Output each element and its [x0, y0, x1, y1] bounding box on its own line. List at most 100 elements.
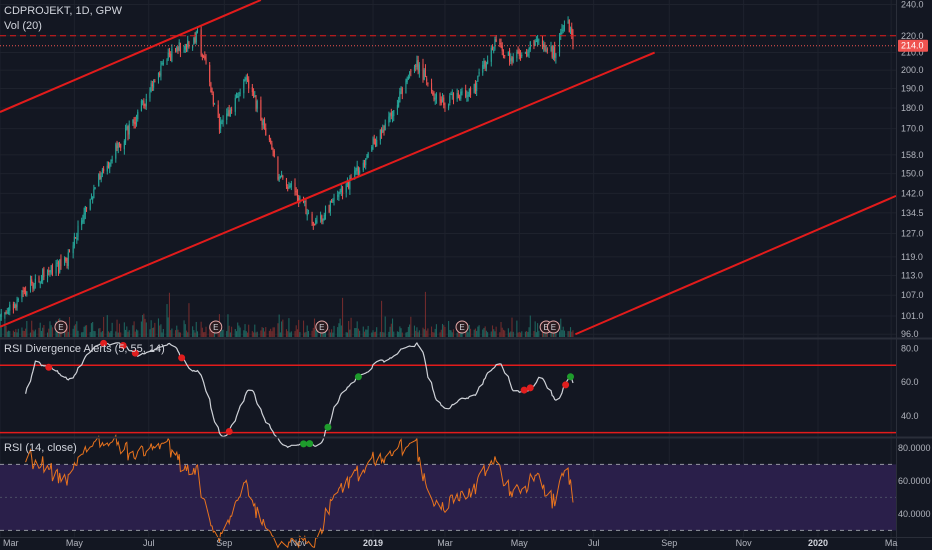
- volume-bar: [381, 300, 383, 337]
- candle: [400, 86, 402, 91]
- candle: [572, 34, 574, 46]
- volume-bar: [168, 292, 170, 337]
- volume-bar: [572, 330, 574, 337]
- volume-bar: [315, 329, 317, 337]
- candle: [516, 52, 518, 59]
- volume-bar: [110, 330, 112, 337]
- volume-bar: [500, 321, 502, 337]
- volume-bar: [569, 327, 572, 337]
- volume-bar: [128, 330, 130, 337]
- volume-bar: [67, 331, 69, 337]
- candle: [316, 220, 318, 222]
- volume-bar: [367, 325, 369, 337]
- volume-bar: [253, 332, 255, 337]
- time-tick-label: 2019: [363, 538, 383, 548]
- volume-bar: [43, 325, 45, 337]
- candle: [373, 138, 375, 144]
- candle: [227, 111, 229, 116]
- candle: [150, 83, 152, 92]
- bullish-alert-dot: [300, 440, 308, 448]
- volume-bar: [4, 318, 6, 337]
- volume-bar: [92, 321, 94, 337]
- candle: [372, 138, 374, 146]
- volume-bar: [255, 332, 257, 337]
- candle: [517, 50, 519, 54]
- time-tick-label: Mar: [3, 538, 19, 548]
- price-axis[interactable]: 96.0 101.0 107.0 113.0 119.0 127.0 134.5 142.0 1…: [898, 0, 931, 519]
- trendlines[interactable]: [0, 0, 897, 336]
- earnings-badge: [315, 320, 329, 334]
- volume-bar: [77, 330, 79, 337]
- candle: [391, 115, 394, 118]
- volume-bar: [468, 324, 470, 337]
- candle: [116, 145, 118, 149]
- candle: [552, 48, 554, 60]
- candle: [484, 60, 486, 68]
- candle: [217, 104, 219, 118]
- candle: [340, 188, 342, 192]
- volume-bar: [272, 327, 274, 337]
- price-tick-label: 190.0: [901, 84, 924, 94]
- volume-bar: [127, 331, 129, 337]
- volume-bar: [443, 325, 445, 337]
- candle: [558, 37, 561, 53]
- volume-bar: [229, 332, 231, 337]
- time-tick-label: Nov: [736, 538, 753, 548]
- bullish-alert-dot: [567, 373, 575, 381]
- volume-bar: [338, 323, 340, 337]
- volume-bar: [434, 328, 436, 337]
- trendline-2[interactable]: [0, 51, 656, 328]
- candle: [502, 52, 505, 57]
- candle: [161, 63, 163, 65]
- price-tick-label: 96.0: [901, 329, 919, 339]
- volume-bar: [135, 329, 138, 337]
- candle: [416, 60, 418, 67]
- candle: [167, 52, 169, 59]
- volume-bar: [278, 314, 280, 337]
- trendline-1[interactable]: [0, 0, 262, 113]
- candle: [440, 99, 442, 103]
- volume-bar: [34, 329, 36, 337]
- trendline-3[interactable]: [574, 194, 897, 336]
- volume-bar: [571, 331, 573, 337]
- candle: [379, 129, 381, 141]
- candle: [562, 29, 564, 31]
- volume-bar: [46, 332, 49, 337]
- volume-bar: [179, 332, 181, 337]
- candle: [26, 291, 28, 295]
- volume-bar: [345, 332, 347, 337]
- volume-bar: [439, 332, 441, 337]
- volume-bar: [467, 332, 469, 337]
- candle: [154, 80, 156, 82]
- volume-bar: [109, 332, 111, 337]
- volume-bar: [99, 327, 101, 337]
- volume-bar: [342, 297, 344, 337]
- candle: [76, 238, 78, 240]
- volume-bar: [527, 332, 529, 337]
- candle: [81, 220, 83, 226]
- candle: [221, 122, 223, 124]
- volume-bar: [116, 319, 118, 337]
- volume-bar: [281, 321, 283, 337]
- volume-bar: [511, 317, 513, 337]
- volume-bar: [555, 332, 557, 337]
- volume-bar: [450, 330, 452, 337]
- candle: [467, 94, 469, 97]
- candle: [418, 64, 420, 73]
- candle: [509, 49, 511, 62]
- candle: [459, 97, 461, 99]
- volume-bar: [415, 330, 417, 337]
- candle: [271, 143, 273, 149]
- candle: [23, 290, 25, 292]
- candle: [245, 77, 247, 80]
- candle: [357, 167, 359, 175]
- candle: [211, 90, 213, 93]
- candle: [100, 175, 102, 180]
- time-axis[interactable]: Mar May Jul Sep Nov 2019 Mar May Jul Sep Nov 2020 Ma: [3, 538, 897, 548]
- candle: [9, 304, 11, 311]
- volume-bar: [409, 324, 411, 337]
- candle: [529, 42, 531, 50]
- candle: [17, 299, 19, 301]
